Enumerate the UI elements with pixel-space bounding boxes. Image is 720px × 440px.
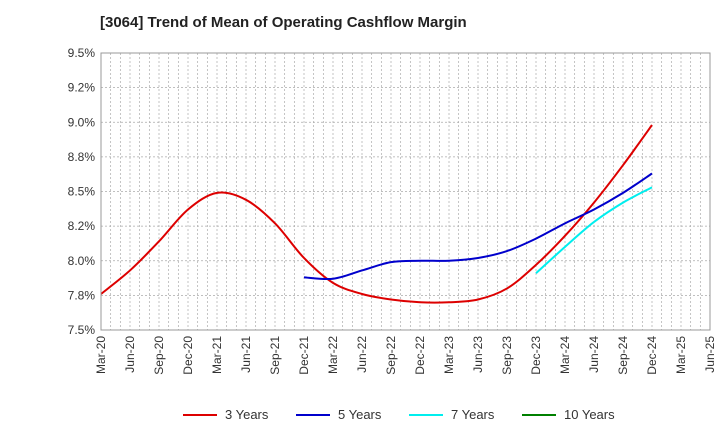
x-tick-label: Dec-23: [529, 336, 543, 375]
x-tick-label: Dec-20: [181, 336, 195, 375]
x-tick-label: Dec-24: [645, 336, 659, 375]
chart-title: [3064] Trend of Mean of Operating Cashfl…: [100, 14, 467, 31]
x-tick-label: Sep-21: [268, 336, 282, 375]
y-tick-label: 9.5%: [68, 46, 96, 60]
legend-label-10-years: 10 Years: [564, 407, 615, 422]
y-tick-label: 9.2%: [68, 81, 96, 95]
x-tick-label: Mar-25: [674, 336, 688, 374]
y-tick-label: 9.0%: [68, 115, 96, 129]
series-line-7-years: [535, 186, 653, 274]
x-tick-label: Jun-20: [123, 336, 137, 373]
x-tick-label: Mar-22: [326, 336, 340, 374]
x-tick-label: Jun-25: [703, 336, 717, 373]
x-tick-label: Mar-21: [210, 336, 224, 374]
y-tick-label: 7.8%: [68, 288, 96, 302]
x-tick-label: Dec-22: [413, 336, 427, 375]
x-axis: Mar-20 Jun-20 Sep-20 Dec-20 Mar-21 Jun-21 Sep-…: [94, 336, 717, 375]
series-line-5-years: [303, 172, 653, 281]
x-tick-label: Sep-23: [500, 336, 514, 375]
legend-label-7-years: 7 Years: [451, 407, 495, 422]
legend-label-5-years: 5 Years: [338, 407, 382, 422]
x-tick-label: Jun-24: [587, 336, 601, 373]
y-tick-label: 7.5%: [68, 323, 96, 337]
x-tick-label: Dec-21: [297, 336, 311, 375]
series-line-3-years: [100, 124, 653, 304]
x-tick-label: Sep-24: [616, 336, 630, 375]
y-axis: 7.5% 7.8% 8.0% 8.2% 8.5% 8.8% 9.0% 9.2% 9.5%: [68, 46, 96, 337]
x-tick-label: Sep-22: [384, 336, 398, 375]
x-tick-label: Mar-20: [94, 336, 108, 374]
x-tick-label: Mar-24: [558, 336, 572, 374]
x-tick-label: Mar-23: [442, 336, 456, 374]
y-tick-label: 8.0%: [68, 254, 96, 268]
legend: 3 Years 5 Years 7 Years 10 Years: [183, 407, 615, 422]
legend-label-3-years: 3 Years: [225, 407, 269, 422]
y-tick-label: 8.5%: [68, 185, 96, 199]
series-lines: [100, 124, 653, 304]
plot-frame: [100, 52, 711, 331]
x-tick-label: Jun-21: [239, 336, 253, 373]
x-tick-label: Sep-20: [152, 336, 166, 375]
y-tick-label: 8.8%: [68, 150, 96, 164]
y-tick-label: 8.2%: [68, 219, 96, 233]
x-tick-label: Jun-23: [471, 336, 485, 373]
x-tick-label: Jun-22: [355, 336, 369, 373]
